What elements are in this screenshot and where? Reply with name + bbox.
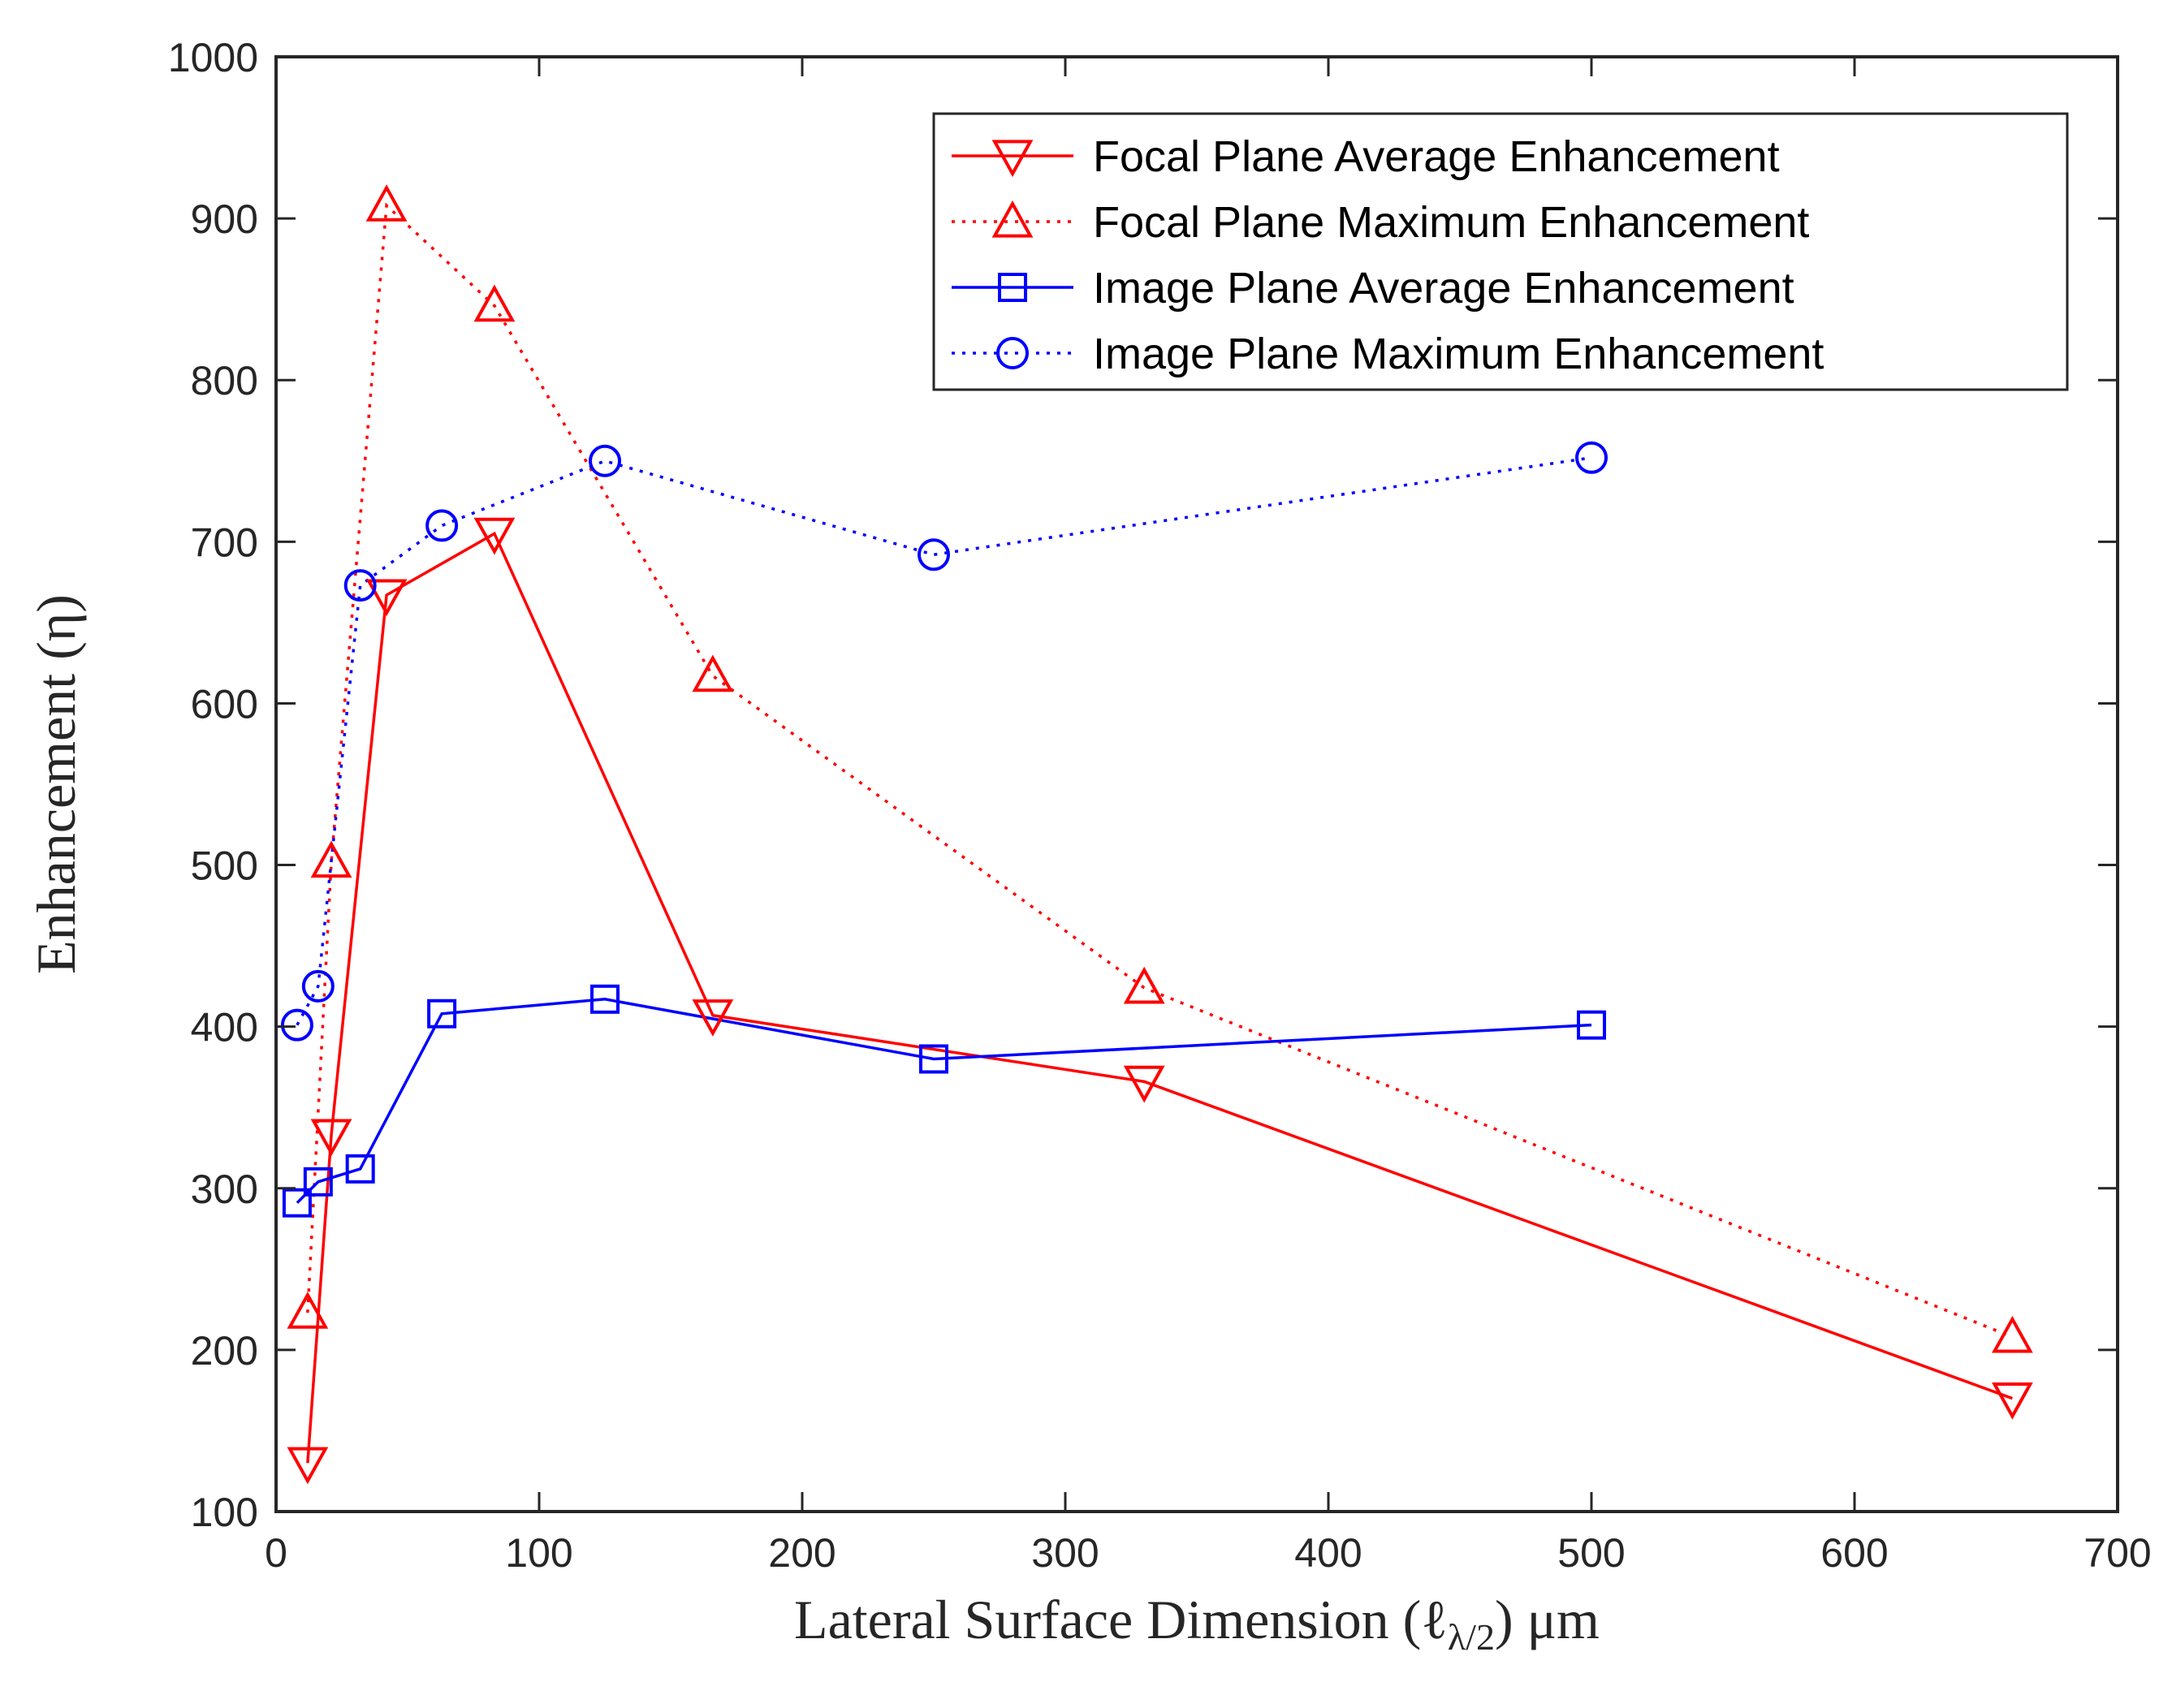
data-point-square	[427, 998, 457, 1029]
x-tick-label: 0	[265, 1530, 287, 1576]
legend-entry-label: Focal Plane Maximum Enhancement	[1093, 198, 1809, 247]
y-axis-title: Enhancement (η)	[25, 594, 87, 974]
data-point-square	[303, 1167, 333, 1197]
x-tick-label: 200	[768, 1530, 836, 1576]
x-tick-label: 600	[1820, 1530, 1888, 1576]
y-tick-label: 200	[191, 1328, 258, 1374]
series-lines	[296, 202, 2014, 1464]
data-point-square	[345, 1154, 375, 1184]
data-point-triangle-down	[287, 1447, 329, 1485]
plot-area-frame	[274, 55, 2119, 1513]
data-point-triangle-down	[473, 517, 516, 555]
x-axis-title-tail: ) μm	[1495, 1589, 1600, 1650]
data-point-triangle-down	[692, 999, 734, 1037]
data-point-triangle-up	[310, 840, 352, 878]
data-point-circle	[1575, 441, 1608, 474]
legend: Focal Plane Average Enhancement Focal Pla…	[932, 112, 2069, 391]
y-tick-label: 600	[191, 681, 258, 727]
y-axis-ticks: 100 200 300 400 500 600 700 800 900 1000	[168, 35, 2118, 1535]
data-point-triangle-up	[1123, 966, 1165, 1004]
y-tick-label: 500	[191, 843, 258, 889]
y-tick-label: 400	[191, 1005, 258, 1050]
y-tick-label: 700	[191, 520, 258, 565]
legend-entry-label: Image Plane Average Enhancement	[1093, 264, 1794, 313]
data-point-circle	[343, 569, 377, 602]
x-axis-title-main: Lateral Surface Dimension (ℓ	[794, 1589, 1448, 1650]
data-point-triangle-up	[473, 284, 516, 322]
series-line-4	[296, 456, 1592, 1026]
y-tick-label: 300	[191, 1167, 258, 1212]
legend-entry-label: Focal Plane Average Enhancement	[1093, 132, 1780, 181]
legend-entry-label: Image Plane Maximum Enhancement	[1093, 330, 1824, 378]
data-point-square	[1577, 1010, 1606, 1040]
data-point-circle	[301, 969, 335, 1003]
series-line-3	[296, 998, 1592, 1204]
data-point-square	[590, 984, 620, 1014]
data-point-triangle-down	[1992, 1382, 2033, 1420]
x-tick-label: 400	[1294, 1530, 1362, 1576]
data-point-circle	[280, 1008, 313, 1042]
data-point-square	[919, 1044, 948, 1074]
x-axis-title: Lateral Surface Dimension (ℓλ/2) μm	[794, 1589, 1600, 1658]
data-point-circle	[425, 509, 459, 542]
data-point-circle	[589, 444, 621, 477]
y-tick-label: 100	[191, 1490, 258, 1535]
x-tick-label: 500	[1557, 1530, 1625, 1576]
series-line-2	[306, 202, 2014, 1339]
y-tick-label: 800	[191, 358, 258, 403]
data-point-triangle-up	[692, 654, 734, 692]
data-point-triangle-down	[310, 1119, 352, 1157]
y-tick-label: 1000	[168, 35, 258, 80]
data-point-triangle-up	[287, 1291, 329, 1329]
x-tick-label: 700	[2083, 1530, 2151, 1576]
data-point-square	[282, 1188, 312, 1218]
x-axis-ticks: 0 100 200 300 400 500 600 700	[265, 57, 2152, 1576]
y-tick-label: 900	[191, 196, 258, 242]
x-axis-title-subscript: λ/2	[1448, 1616, 1495, 1658]
legend-marker-square	[998, 273, 1027, 302]
data-point-triangle-down	[365, 579, 408, 617]
data-point-triangle-down	[1123, 1065, 1165, 1103]
data-point-circle	[918, 538, 950, 571]
series-line-1	[306, 531, 2013, 1464]
legend-box	[932, 112, 2069, 391]
data-point-triangle-up	[365, 184, 408, 222]
legend-marker-triangle-down	[991, 140, 1034, 178]
x-tick-label: 300	[1031, 1530, 1099, 1576]
data-point-triangle-up	[1992, 1315, 2033, 1353]
legend-marker-circle	[996, 337, 1029, 369]
x-tick-label: 100	[505, 1530, 572, 1576]
series-markers	[280, 184, 2033, 1485]
legend-marker-triangle-up	[991, 200, 1034, 238]
